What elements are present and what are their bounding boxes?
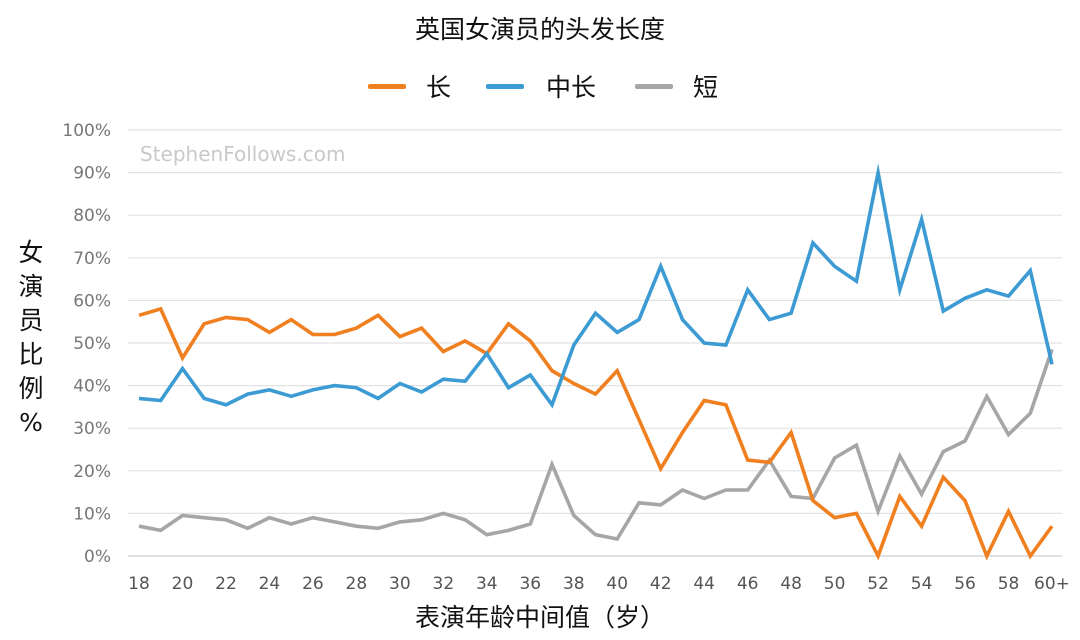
y-tick-label: 40% <box>73 377 111 397</box>
x-tick-label: 18 <box>128 574 150 594</box>
y-tick-label: 50% <box>73 334 111 354</box>
x-tick-label: 54 <box>911 574 933 594</box>
x-tick-label: 20 <box>172 574 194 594</box>
y-tick-label: 90% <box>73 164 111 184</box>
x-tick-label: 28 <box>346 574 368 594</box>
x-tick-label: 38 <box>563 574 585 594</box>
y-axis-label: 女演员比例% <box>14 236 48 440</box>
x-tick-label: 30 <box>389 574 411 594</box>
watermark: StephenFollows.com <box>140 142 346 166</box>
x-tick-label: 58 <box>998 574 1020 594</box>
x-tick-label: 24 <box>259 574 281 594</box>
legend-item-short: 短 <box>635 66 718 106</box>
y-tick-label: 70% <box>73 249 111 269</box>
x-tick-label: 48 <box>780 574 802 594</box>
x-tick-label: 36 <box>519 574 541 594</box>
series-line-medium <box>138 163 1054 409</box>
x-tick-label: 32 <box>433 574 455 594</box>
legend-swatch-short <box>635 83 673 89</box>
x-axis-label: 表演年龄中间值（岁） <box>414 603 665 632</box>
x-tick-label: 60+ <box>1034 574 1070 594</box>
x-tick-label: 42 <box>650 574 672 594</box>
legend-item-long: 长 <box>368 66 451 106</box>
x-tick-label: 50 <box>824 574 846 594</box>
series-line-long <box>138 306 1054 561</box>
x-tick-label: 46 <box>737 574 759 594</box>
x-tick-label: 34 <box>476 574 498 594</box>
legend-label-medium: 中长 <box>546 73 597 102</box>
y-tick-label: 80% <box>73 206 111 226</box>
y-axis-label-char: 演 <box>18 272 44 301</box>
x-tick-label: 40 <box>606 574 628 594</box>
y-axis-label-char: 比 <box>18 340 44 369</box>
legend-swatch-long <box>368 83 406 89</box>
y-axis-label-char: 员 <box>18 306 44 335</box>
y-axis-label-char: 例 <box>18 374 44 403</box>
y-tick-label: 60% <box>73 291 111 311</box>
x-tick-label: 22 <box>215 574 237 594</box>
y-tick-label: 30% <box>73 419 111 439</box>
x-tick-label: 52 <box>867 574 889 594</box>
series-line-short <box>138 348 1054 542</box>
y-tick-label: 0% <box>84 547 111 567</box>
y-axis-label-char: % <box>19 408 43 437</box>
y-axis-label-char: 女 <box>18 238 44 267</box>
x-tick-label: 56 <box>954 574 976 594</box>
x-tick-label: 26 <box>302 574 324 594</box>
legend-label-short: 短 <box>693 73 719 102</box>
legend-swatch-medium <box>486 83 524 89</box>
legend: 长 中长 短 <box>0 66 1080 106</box>
legend-label-long: 长 <box>426 73 452 102</box>
y-tick-label: 10% <box>73 504 111 524</box>
y-tick-label: 100% <box>62 121 111 141</box>
x-tick-label: 44 <box>693 574 715 594</box>
y-tick-label: 20% <box>73 462 111 482</box>
chart-title: 英国女演员的头发长度 <box>414 15 665 44</box>
legend-item-medium: 中长 <box>486 66 596 106</box>
